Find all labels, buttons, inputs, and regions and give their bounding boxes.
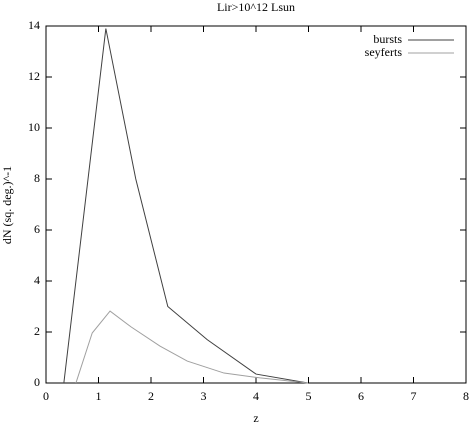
- y-tick-label: 10: [28, 120, 40, 134]
- chart-title: Lir>10^12 Lsun: [217, 0, 295, 14]
- y-tick-label: 8: [34, 171, 40, 185]
- x-tick-label: 8: [463, 389, 469, 403]
- y-tick-label: 4: [34, 273, 40, 287]
- x-tick-label: 3: [201, 389, 207, 403]
- legend-label: bursts: [373, 32, 402, 46]
- y-tick-label: 14: [28, 18, 40, 32]
- x-tick-label: 2: [148, 389, 154, 403]
- y-tick-label: 0: [34, 375, 40, 389]
- x-tick-label: 5: [306, 389, 312, 403]
- plot-frame: [45, 25, 467, 384]
- y-axis-label: dN (sq. deg.)^-1: [0, 166, 14, 244]
- x-axis-label: z: [253, 411, 258, 425]
- y-tick-label: 12: [28, 69, 40, 83]
- x-tick-label: 7: [411, 389, 417, 403]
- series-line: [75, 310, 309, 384]
- y-tick-label: 6: [34, 222, 40, 236]
- x-tick-label: 6: [358, 389, 364, 403]
- series-line: [63, 28, 309, 384]
- x-tick-label: 0: [43, 389, 49, 403]
- x-tick-label: 1: [96, 389, 102, 403]
- y-tick-label: 2: [34, 324, 40, 338]
- x-tick-label: 4: [253, 389, 259, 403]
- legend-label: seyferts: [365, 45, 403, 59]
